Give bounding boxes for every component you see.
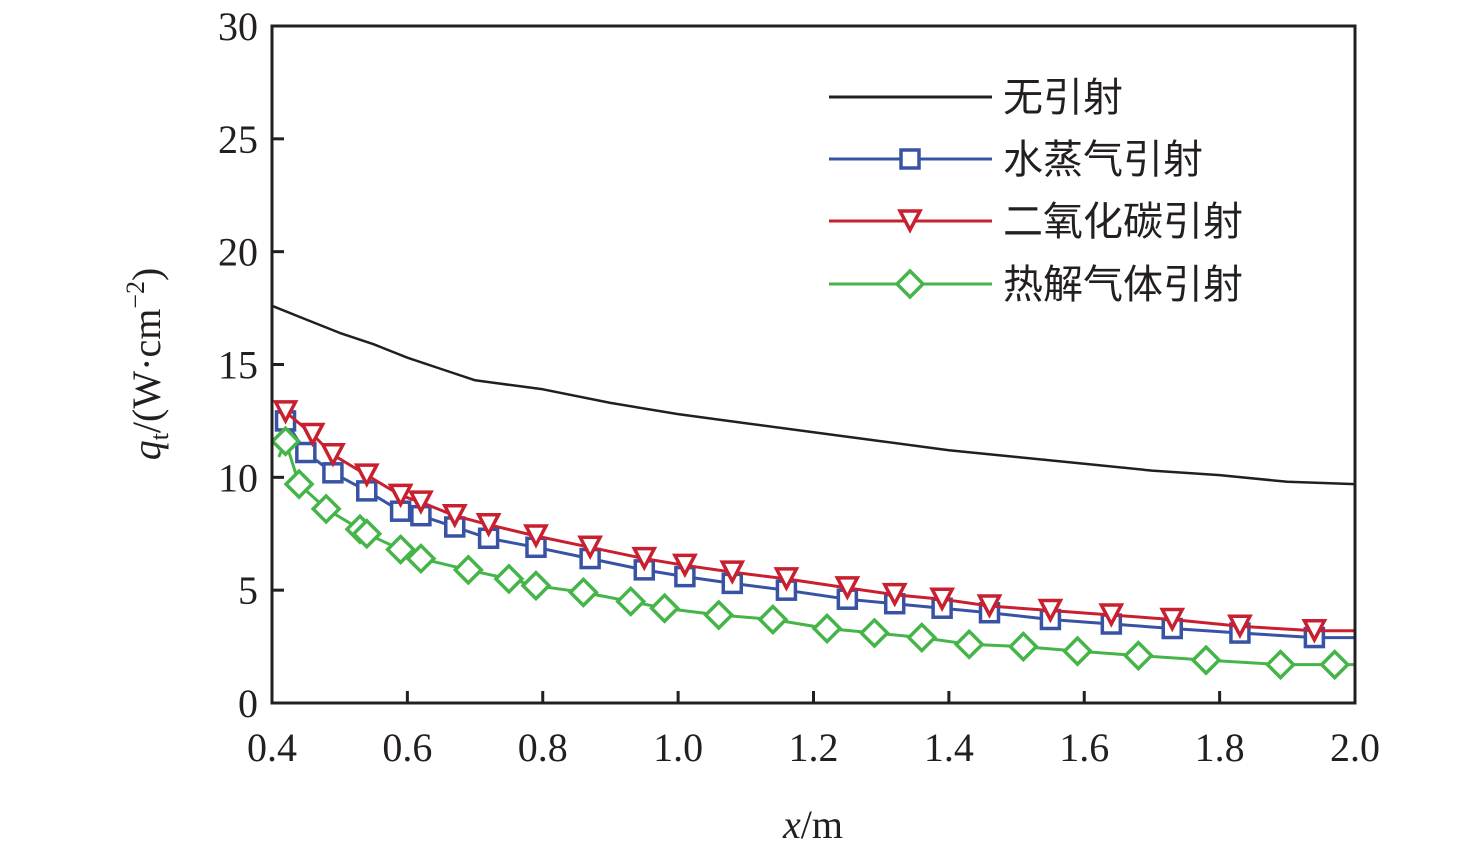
data-point bbox=[408, 490, 434, 515]
x-tick-label: 1.2 bbox=[789, 725, 839, 770]
data-point bbox=[295, 441, 317, 464]
data-point bbox=[858, 617, 890, 649]
x-axis-title: x/m bbox=[782, 802, 843, 847]
data-point bbox=[1098, 603, 1125, 628]
y-axis-title-close: ) bbox=[124, 268, 169, 281]
y-tick-label: 15 bbox=[218, 343, 258, 388]
series-line bbox=[271, 304, 1356, 486]
legend-marker bbox=[894, 268, 926, 300]
series-3 bbox=[270, 425, 1355, 681]
series-0 bbox=[271, 304, 1356, 486]
data-point bbox=[387, 483, 414, 509]
legend-label: 水蒸气引射 bbox=[1003, 137, 1203, 183]
legend-item: 热解气体引射 bbox=[829, 262, 1243, 308]
data-point bbox=[649, 592, 681, 624]
data-point bbox=[577, 535, 604, 561]
plot-frame bbox=[270, 24, 1357, 705]
series-1 bbox=[274, 410, 1355, 649]
data-point bbox=[703, 599, 735, 631]
y-axis-title-sub: t bbox=[145, 432, 174, 440]
data-point bbox=[452, 554, 484, 586]
data-point bbox=[405, 543, 437, 575]
data-point bbox=[671, 553, 698, 579]
data-point bbox=[299, 422, 326, 448]
data-point bbox=[353, 463, 380, 488]
x-tick-label: 1.8 bbox=[1195, 725, 1245, 770]
y-tick-label: 20 bbox=[218, 230, 258, 275]
data-point bbox=[811, 613, 843, 645]
data-point bbox=[320, 443, 346, 468]
data-point bbox=[757, 604, 789, 635]
data-point bbox=[1227, 614, 1253, 640]
y-axis-title-unit: /(W·cm bbox=[124, 309, 169, 433]
series-2 bbox=[272, 400, 1355, 644]
legend-item: 水蒸气引射 bbox=[829, 137, 1203, 183]
data-point bbox=[310, 493, 342, 525]
data-point bbox=[523, 524, 549, 549]
data-point bbox=[953, 628, 985, 660]
y-tick-label: 30 bbox=[218, 4, 258, 49]
data-point bbox=[493, 563, 525, 595]
data-point bbox=[1037, 598, 1064, 624]
data-point bbox=[719, 560, 746, 585]
data-point bbox=[1062, 635, 1093, 667]
y-axis-title-sup: −2 bbox=[121, 281, 150, 309]
y-axis-title: qt/(W·cm−2) bbox=[121, 268, 174, 461]
x-tick-label: 2.0 bbox=[1330, 725, 1380, 770]
data-point bbox=[475, 512, 502, 538]
data-point bbox=[1265, 649, 1297, 681]
axis-ticks: 0.4 0.6 0.8 1.0 1.2 1.4 1.6 1.8 2.0 0 5 10 15 20 25 30 bbox=[218, 4, 1380, 770]
data-point bbox=[906, 622, 938, 654]
data-point bbox=[881, 582, 908, 608]
data-point bbox=[773, 567, 800, 592]
data-point bbox=[272, 400, 299, 425]
legend-marker bbox=[897, 209, 923, 234]
data-point bbox=[631, 546, 658, 572]
x-tick-label: 0.6 bbox=[382, 725, 432, 770]
x-tick-label: 0.4 bbox=[247, 725, 297, 770]
data-point bbox=[615, 585, 647, 617]
y-tick-label: 10 bbox=[218, 455, 258, 500]
data-point bbox=[976, 594, 1003, 619]
legend-item: 二氧化碳引射 bbox=[829, 199, 1243, 245]
x-tick-label: 1.0 bbox=[653, 725, 703, 770]
legend-label: 二氧化碳引射 bbox=[1003, 199, 1243, 245]
y-tick-label: 25 bbox=[218, 117, 258, 162]
y-tick-label: 5 bbox=[238, 568, 258, 613]
x-axis-title-unit: /m bbox=[801, 802, 843, 847]
data-point bbox=[351, 518, 383, 550]
x-tick-label: 1.4 bbox=[924, 725, 974, 770]
plot-area bbox=[270, 304, 1356, 681]
y-axis-title-var: q bbox=[124, 440, 169, 460]
data-point bbox=[1190, 644, 1222, 676]
data-point bbox=[834, 576, 861, 601]
data-point bbox=[567, 576, 599, 608]
legend-label: 热解气体引射 bbox=[1003, 262, 1243, 308]
legend-label: 无引射 bbox=[1003, 75, 1123, 121]
data-point bbox=[1159, 607, 1186, 633]
data-point bbox=[441, 503, 468, 529]
data-point bbox=[283, 468, 315, 500]
data-point bbox=[385, 534, 417, 566]
data-point bbox=[1122, 640, 1154, 672]
x-axis-title-var: x bbox=[782, 802, 801, 847]
x-tick-label: 0.8 bbox=[518, 725, 568, 770]
legend-marker bbox=[899, 148, 921, 170]
data-point bbox=[929, 587, 956, 612]
data-point bbox=[520, 570, 552, 602]
legend-item: 无引射 bbox=[829, 75, 1123, 121]
data-point bbox=[1301, 619, 1328, 644]
y-tick-label: 0 bbox=[238, 681, 258, 726]
data-point bbox=[270, 425, 302, 457]
data-point bbox=[1007, 631, 1039, 663]
x-tick-label: 1.6 bbox=[1059, 725, 1109, 770]
data-point bbox=[1319, 649, 1351, 681]
